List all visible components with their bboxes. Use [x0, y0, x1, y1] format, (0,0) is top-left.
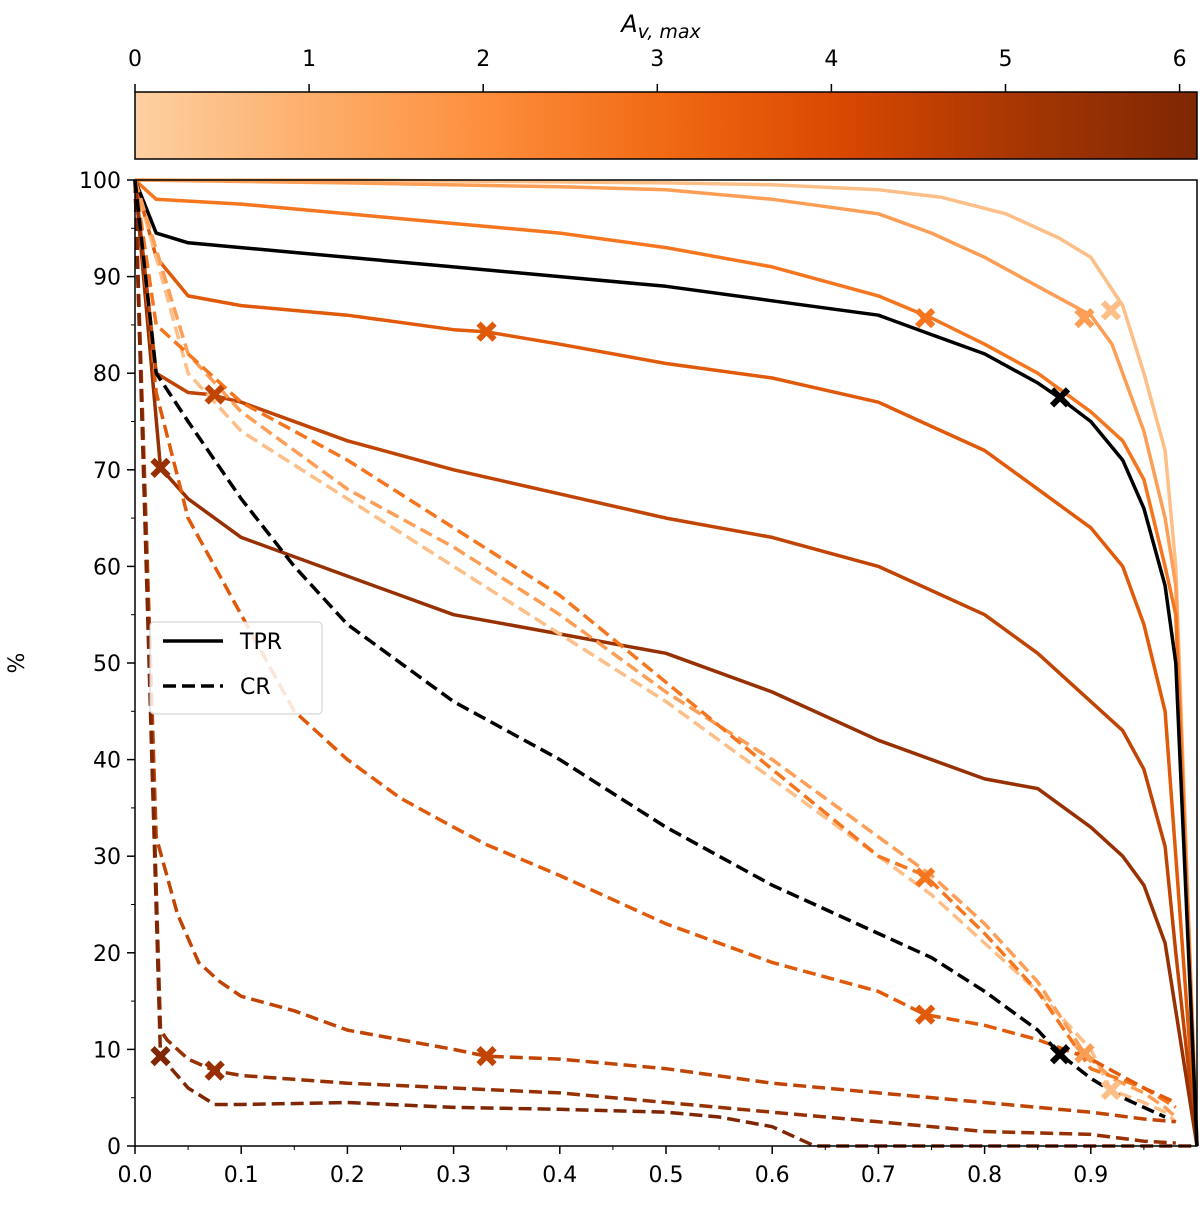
cr-line	[133, 179, 1177, 1105]
y-axis-label: %	[5, 653, 30, 674]
tpr-line	[133, 179, 1199, 1147]
x-marker-icon	[476, 1046, 497, 1067]
tpr-marker	[1049, 387, 1071, 408]
x-marker-icon	[1049, 1044, 1071, 1065]
legend-cr-label: CR	[240, 675, 271, 700]
legend: TPR CR	[149, 621, 323, 715]
tpr-line	[134, 178, 1199, 1147]
x-marker-icon	[1100, 300, 1122, 321]
cr-marker	[204, 1060, 225, 1081]
x-marker-icon	[915, 867, 936, 888]
tpr-line	[133, 179, 1199, 1147]
y-tick-label: 80	[93, 362, 121, 387]
y-tick-label: 70	[93, 459, 121, 484]
cr-line	[133, 179, 1177, 1109]
y-tick-label: 60	[93, 555, 121, 580]
colorbar-gradient	[134, 91, 1198, 160]
colorbar-tick-label: 1	[302, 47, 316, 72]
cr-line	[133, 179, 1176, 1145]
y-tick-label: 0	[107, 1135, 121, 1160]
x-marker-icon	[204, 1060, 225, 1081]
x-marker-icon	[150, 457, 171, 478]
x-marker-icon	[1049, 387, 1071, 408]
cr-marker	[915, 867, 936, 888]
x-marker-icon	[150, 1046, 171, 1067]
x-marker-icon	[476, 321, 497, 342]
legend-box	[149, 621, 323, 715]
tpr-marker	[915, 308, 936, 329]
colorbar-tick-label: 2	[476, 47, 490, 72]
x-tick-label: 0.8	[967, 1163, 1002, 1188]
cr-line	[133, 179, 1166, 1119]
y-tick-label: 50	[93, 652, 121, 677]
cr-marker	[150, 1046, 171, 1067]
x-tick-label: 0.4	[542, 1163, 577, 1188]
y-axis: 0 10 20 30 40 50 60 70 80 90 100	[79, 169, 135, 1160]
x-tick-label: 0.1	[224, 1163, 259, 1188]
tpr-line	[133, 179, 1199, 1147]
x-tick-label: 0.9	[1073, 1163, 1108, 1188]
x-tick-label: 0.3	[436, 1163, 471, 1188]
cr-line	[133, 179, 1176, 1124]
x-tick-label: 0.5	[649, 1163, 684, 1188]
legend-tpr-label: TPR	[239, 630, 282, 655]
colorbar-tick-label: 4	[824, 47, 838, 72]
x-marker-icon	[1100, 1079, 1122, 1101]
tpr-marker	[150, 457, 171, 478]
x-tick-label: 0.2	[330, 1163, 365, 1188]
colorbar-tick-label: 0	[128, 47, 142, 72]
x-marker-icon	[915, 1004, 936, 1025]
colorbar-label: Av, max	[619, 10, 701, 43]
colorbar-tick-label: 5	[998, 47, 1012, 72]
y-tick-label: 40	[93, 749, 121, 774]
x-marker-icon	[204, 384, 225, 405]
colorbar: Av, max 0 1 2 3 4 5 6	[128, 10, 1198, 160]
x-tick-label: 0.6	[755, 1163, 790, 1188]
y-tick-label: 100	[79, 169, 121, 194]
cr-marker	[1074, 1043, 1095, 1064]
cr-marker	[1049, 1044, 1071, 1065]
tpr-line	[135, 178, 1199, 1147]
plot-area: 0.0 0.1 0.2 0.3 0.4 0.5 0.6 0.7 0.8 0.9 0 10 20 30 40…	[5, 169, 1199, 1188]
tpr-marker	[204, 384, 225, 405]
x-marker-icon	[1074, 308, 1095, 329]
colorbar-ticks: 0 1 2 3 4 5 6	[128, 47, 1187, 92]
y-tick-label: 10	[93, 1038, 121, 1063]
cr-line	[133, 179, 1197, 1148]
x-marker-icon	[1074, 1043, 1095, 1064]
tpr-line	[133, 178, 1199, 1147]
cr-marker	[1100, 1079, 1122, 1101]
tpr-marker	[1074, 308, 1095, 329]
cr-line	[133, 179, 1177, 1119]
tpr-marker	[1100, 300, 1122, 321]
series-layer	[133, 178, 1199, 1148]
colorbar-tick-label: 3	[650, 47, 664, 72]
x-tick-label: 0.0	[118, 1163, 153, 1188]
cr-marker	[915, 1004, 936, 1025]
x-tick-label: 0.7	[861, 1163, 896, 1188]
x-marker-icon	[915, 308, 936, 329]
cr-marker	[476, 1046, 497, 1067]
y-tick-label: 20	[93, 942, 121, 967]
colorbar-tick-label: 6	[1173, 47, 1187, 72]
x-axis: 0.0 0.1 0.2 0.3 0.4 0.5 0.6 0.7 0.8 0.9	[118, 1146, 1145, 1188]
tpr-marker	[476, 321, 497, 342]
y-tick-label: 30	[93, 845, 121, 870]
y-tick-label: 90	[93, 266, 121, 291]
